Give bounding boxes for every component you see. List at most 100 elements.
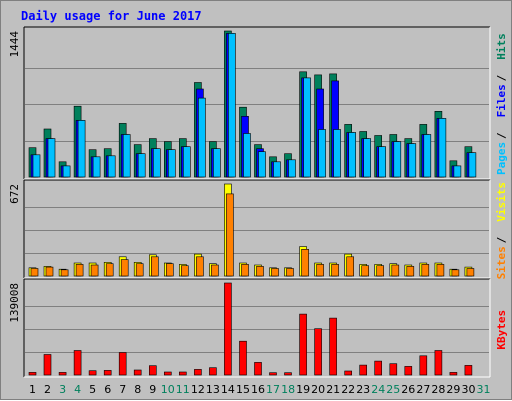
bar-pages-day-14 bbox=[228, 33, 236, 178]
bar-pages-day-21 bbox=[333, 129, 341, 178]
legend-hits: Hits bbox=[495, 33, 508, 60]
bar-kbytes-day-8 bbox=[133, 369, 142, 376]
bar-pages-day-20 bbox=[318, 129, 326, 178]
bar-sites-day-11 bbox=[181, 265, 189, 277]
x-tick-label-day-10: 10 bbox=[161, 383, 175, 396]
bar-pages-day-27 bbox=[423, 134, 432, 178]
x-tick-label-day-25: 25 bbox=[386, 383, 400, 396]
x-tick-label-day-9: 9 bbox=[149, 383, 156, 396]
bar-sites-day-9 bbox=[151, 256, 159, 277]
legend-separator: / bbox=[495, 74, 508, 81]
bar-kbytes-day-22 bbox=[344, 370, 353, 376]
bar-pages-day-9 bbox=[153, 148, 161, 178]
bar-sites-day-22 bbox=[346, 256, 355, 277]
x-tick-label-day-28: 28 bbox=[431, 383, 445, 396]
bar-pages-day-16 bbox=[258, 151, 266, 178]
x-tick-label-day-17: 17 bbox=[266, 383, 280, 396]
bar-sites-day-21 bbox=[331, 264, 339, 277]
x-tick-label-day-30: 30 bbox=[462, 383, 476, 396]
legend-pages: Pages bbox=[495, 142, 508, 175]
x-tick-label-day-15: 15 bbox=[236, 383, 250, 396]
bar-sites-day-27 bbox=[421, 264, 430, 277]
x-tick-label-day-26: 26 bbox=[401, 383, 415, 396]
bar-pages-day-26 bbox=[408, 143, 417, 178]
x-tick-label-day-13: 13 bbox=[206, 383, 220, 396]
x-tick-label-day-11: 11 bbox=[176, 383, 190, 396]
bar-sites-day-14 bbox=[226, 193, 234, 277]
bar-kbytes-day-12 bbox=[194, 369, 202, 376]
bar-pages-day-7 bbox=[122, 134, 131, 178]
bar-sites-day-3 bbox=[60, 269, 69, 277]
bar-pages-day-3 bbox=[62, 165, 71, 178]
x-tick-label-day-1: 1 bbox=[29, 383, 36, 396]
x-tick-label-day-24: 24 bbox=[371, 383, 385, 396]
panel-kbytes: 139008 bbox=[8, 278, 491, 378]
bar-pages-day-2 bbox=[47, 138, 56, 178]
x-tick-label-day-3: 3 bbox=[59, 383, 66, 396]
bar-sites-day-12 bbox=[196, 256, 204, 277]
y-max-label: 139008 bbox=[8, 283, 21, 323]
x-tick-label-day-19: 19 bbox=[296, 383, 310, 396]
bar-sites-day-30 bbox=[466, 268, 475, 277]
bar-sites-day-2 bbox=[45, 266, 54, 277]
bar-kbytes-day-17 bbox=[269, 372, 277, 376]
bar-pages-day-12 bbox=[198, 97, 206, 178]
x-tick-label-day-18: 18 bbox=[281, 383, 295, 396]
bar-sites-day-24 bbox=[376, 265, 385, 277]
bar-kbytes-day-1 bbox=[28, 372, 37, 376]
bar-kbytes-day-15 bbox=[239, 340, 247, 376]
panel-hits-files-pages: 1444 bbox=[8, 26, 491, 180]
bar-sites-day-1 bbox=[30, 268, 39, 277]
y-max-label: 1444 bbox=[8, 31, 21, 58]
chart-title: Daily usage for June 2017 bbox=[21, 9, 202, 23]
bar-pages-day-30 bbox=[468, 152, 477, 178]
panel-visits-sites: 672 bbox=[8, 179, 491, 279]
legend-kbytes: KBytes bbox=[495, 310, 508, 350]
bar-kbytes-day-6 bbox=[103, 370, 112, 376]
bar-pages-day-25 bbox=[393, 141, 402, 178]
bar-pages-day-23 bbox=[363, 138, 372, 178]
bar-sites-day-8 bbox=[135, 263, 144, 277]
x-tick-label-day-16: 16 bbox=[251, 383, 265, 396]
bar-kbytes-day-9 bbox=[149, 365, 157, 376]
bar-kbytes-day-2 bbox=[43, 354, 52, 376]
bar-kbytes-day-27 bbox=[419, 355, 428, 376]
y-max-label: 672 bbox=[8, 184, 21, 204]
bar-kbytes-day-7 bbox=[118, 352, 127, 376]
bar-sites-day-15 bbox=[241, 264, 249, 277]
x-tick-label-day-31: 31 bbox=[477, 383, 491, 396]
bar-kbytes-day-14 bbox=[224, 282, 232, 376]
bar-kbytes-day-30 bbox=[464, 365, 473, 376]
bar-pages-day-5 bbox=[92, 156, 101, 178]
x-tick-label-day-12: 12 bbox=[191, 383, 205, 396]
bar-sites-day-17 bbox=[271, 268, 279, 277]
bar-kbytes-day-26 bbox=[404, 366, 413, 376]
legend-separator: / bbox=[495, 236, 508, 243]
legend-sites: Sites bbox=[495, 246, 508, 279]
bar-kbytes-day-29 bbox=[449, 372, 458, 376]
bar-kbytes-day-10 bbox=[164, 371, 172, 376]
x-tick-label-day-20: 20 bbox=[311, 383, 325, 396]
bar-pages-day-19 bbox=[303, 77, 311, 178]
bar-kbytes-day-3 bbox=[58, 372, 67, 376]
x-tick-label-day-23: 23 bbox=[356, 383, 370, 396]
bar-pages-day-11 bbox=[183, 146, 191, 178]
bar-sites-day-28 bbox=[436, 264, 445, 277]
legend-files: Files bbox=[495, 84, 508, 117]
bar-sites-day-5 bbox=[90, 264, 99, 277]
bar-sites-day-7 bbox=[120, 259, 129, 277]
bar-kbytes-day-21 bbox=[329, 317, 337, 376]
bar-sites-day-23 bbox=[361, 265, 370, 277]
bar-kbytes-day-25 bbox=[389, 363, 398, 376]
bar-pages-day-10 bbox=[168, 149, 176, 178]
x-tick-label-day-22: 22 bbox=[341, 383, 355, 396]
legend-visits: Visits bbox=[495, 182, 508, 222]
bar-pages-day-8 bbox=[137, 153, 146, 178]
x-tick-label-day-8: 8 bbox=[134, 383, 141, 396]
x-tick-label-day-29: 29 bbox=[446, 383, 460, 396]
bar-kbytes-day-18 bbox=[284, 372, 292, 376]
x-tick-label-day-6: 6 bbox=[104, 383, 111, 396]
bar-kbytes-day-24 bbox=[374, 360, 383, 376]
